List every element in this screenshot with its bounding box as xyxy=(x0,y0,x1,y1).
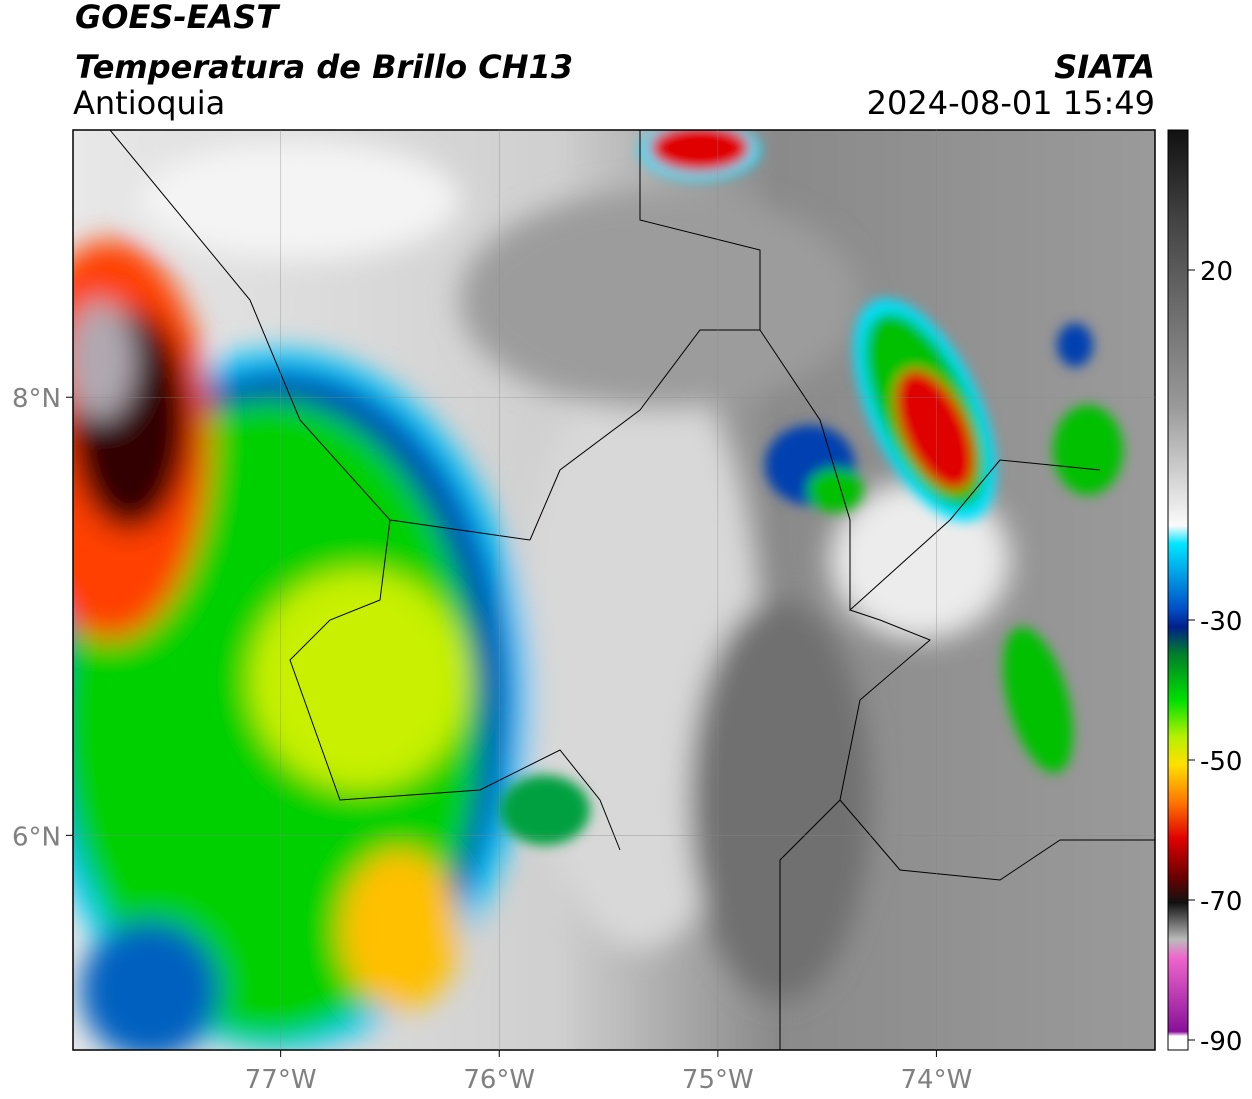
map-frame xyxy=(72,129,1156,1051)
colorbar-tick-label: -50 xyxy=(1200,747,1242,777)
colorbar-tick-label: -70 xyxy=(1200,887,1242,917)
y-tick-label: 8°N xyxy=(12,384,61,414)
y-tick-label: 6°N xyxy=(12,822,61,852)
x-tick-label: 74°W xyxy=(901,1065,973,1095)
x-tick-label: 75°W xyxy=(682,1065,754,1095)
colorbar-tick-label: -90 xyxy=(1200,1027,1242,1057)
datetime: 2024-08-01 15:49 xyxy=(867,84,1155,122)
subtitle: Temperatura de Brillo CH13 xyxy=(75,48,573,86)
x-tick-label: 77°W xyxy=(245,1065,317,1095)
colorbar-tick-label: 20 xyxy=(1200,257,1233,287)
x-tick-label: 76°W xyxy=(463,1065,535,1095)
borders xyxy=(109,130,1155,1050)
source: SIATA xyxy=(1054,48,1155,86)
colorbar xyxy=(1167,129,1189,1051)
title: GOES-EAST xyxy=(75,0,280,36)
colorbar-tick-label: -30 xyxy=(1200,607,1242,637)
satellite-image xyxy=(73,130,1155,1050)
region: Antioquia xyxy=(73,84,225,122)
